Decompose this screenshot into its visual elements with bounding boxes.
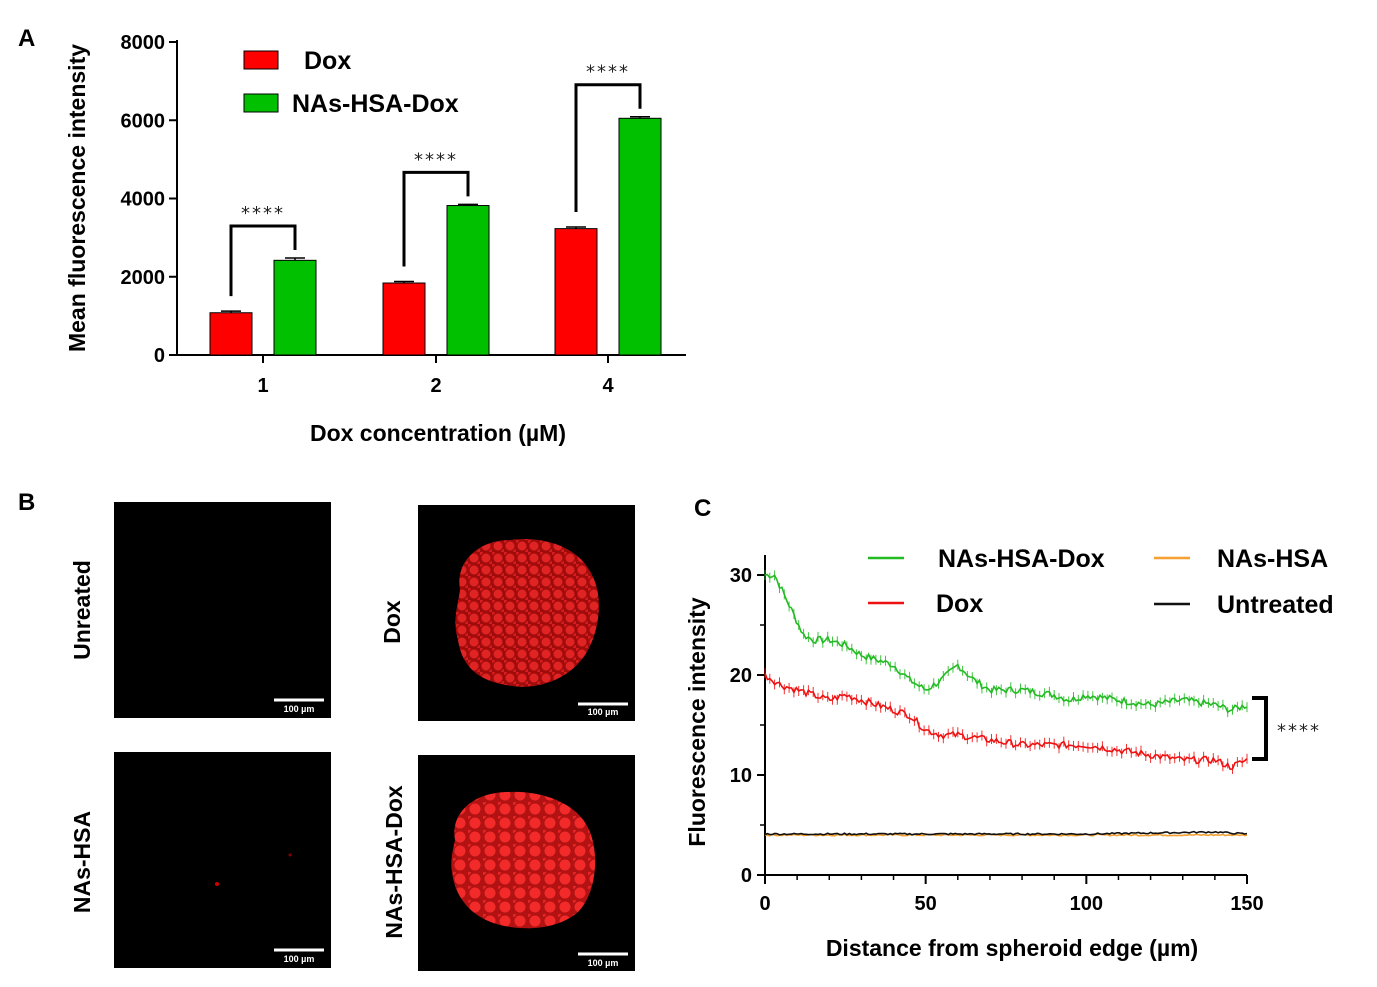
bar-nas-hsa-dox (618, 117, 662, 356)
image-dox: 100 µm Dox (379, 505, 635, 721)
series-line-nas-hsa (764, 833, 1248, 837)
y-tick-label: 4000 (121, 189, 166, 211)
image-nas-hsa: 100 µm NAs-HSA (69, 752, 331, 968)
bar-nas-hsa-dox (273, 259, 317, 356)
x-tick-label: 0 (759, 893, 770, 915)
panel-letter-b: B (18, 489, 35, 516)
y-tick-label: 8000 (121, 32, 166, 54)
bar-dox (209, 312, 253, 356)
series-line-untreated (764, 830, 1248, 836)
x-axis-title-c: Distance from spheroid edge (µm) (826, 935, 1198, 961)
panel-letter-c: C (694, 495, 711, 522)
series-line-nas-hsa-dox (764, 573, 1248, 714)
y-tick-label: 30 (730, 565, 752, 587)
panel-letter-a: A (18, 25, 35, 52)
spheroid-nas-hsa-dox (451, 791, 596, 929)
scale-bar-label: 100 µm (588, 958, 619, 968)
bar-chart-a: 0 2000 4000 6000 8000 1 2 4 **** **** **** Mean … (64, 32, 686, 446)
y-axis-title-a: Mean fluorescence intensity (64, 44, 90, 352)
scale-bar-label: 100 µm (284, 704, 315, 714)
x-tick-label: 50 (915, 893, 937, 915)
significance-bracket (1252, 696, 1268, 761)
micrograph-nas-hsa (114, 752, 331, 968)
y-tick-label: 6000 (121, 110, 166, 132)
significance-label: **** (414, 149, 458, 170)
legend-label: Dox (936, 590, 983, 618)
legend-label: Dox (304, 47, 351, 75)
fluorescent-spot (288, 853, 292, 857)
legend-label: NAs-HSA-Dox (292, 90, 459, 118)
y-tick-label: 0 (741, 865, 752, 887)
image-nas-hsa-dox: 100 µm NAs-HSA-Dox (381, 755, 635, 971)
legend-label: Untreated (1217, 591, 1334, 619)
line-chart-c: 0 10 20 30 0 50 100 150 NAs-HSA-Dox NAs-HSA Dox U… (684, 545, 1334, 961)
scale-bar-label: 100 µm (588, 707, 619, 717)
x-tick-label: 1 (257, 375, 268, 397)
image-unreated: 100 µm Unreated (69, 502, 331, 718)
x-axis-title-a: Dox concentration (µM) (310, 420, 566, 446)
bar-dox (554, 228, 598, 356)
image-label-unreated: Unreated (69, 560, 95, 660)
legend-swatch (243, 50, 279, 70)
y-axis-title-c: Fluorescence intensity (684, 597, 710, 846)
significance-label: **** (586, 62, 630, 83)
significance-bracket (574, 83, 642, 213)
significance-label: **** (1277, 721, 1321, 742)
x-tick-label: 2 (430, 375, 441, 397)
y-tick-label: 20 (730, 665, 752, 687)
x-tick-label: 100 (1070, 893, 1103, 915)
series-line-dox (764, 672, 1248, 771)
y-tick-label: 2000 (121, 267, 166, 289)
micrograph-unreated (114, 502, 331, 718)
x-tick-label: 4 (602, 375, 614, 397)
legend-swatch (243, 93, 279, 113)
bar-dox (382, 282, 426, 356)
y-tick-label: 0 (154, 345, 165, 367)
spheroid-dox (455, 538, 599, 687)
scale-bar-label: 100 µm (284, 954, 315, 964)
significance-label: **** (241, 203, 285, 224)
image-label-nas-hsa: NAs-HSA (69, 811, 95, 913)
fluorescent-spot (215, 882, 219, 886)
image-label-dox: Dox (379, 600, 405, 644)
legend-label: NAs-HSA-Dox (938, 545, 1105, 573)
significance-bracket (402, 170, 470, 267)
x-tick-label: 150 (1230, 893, 1263, 915)
significance-bracket (229, 224, 297, 297)
y-tick-label: 10 (730, 765, 752, 787)
bar-nas-hsa-dox (446, 205, 490, 356)
image-label-nas-hsa-dox: NAs-HSA-Dox (381, 785, 407, 939)
legend-label: NAs-HSA (1217, 545, 1328, 573)
